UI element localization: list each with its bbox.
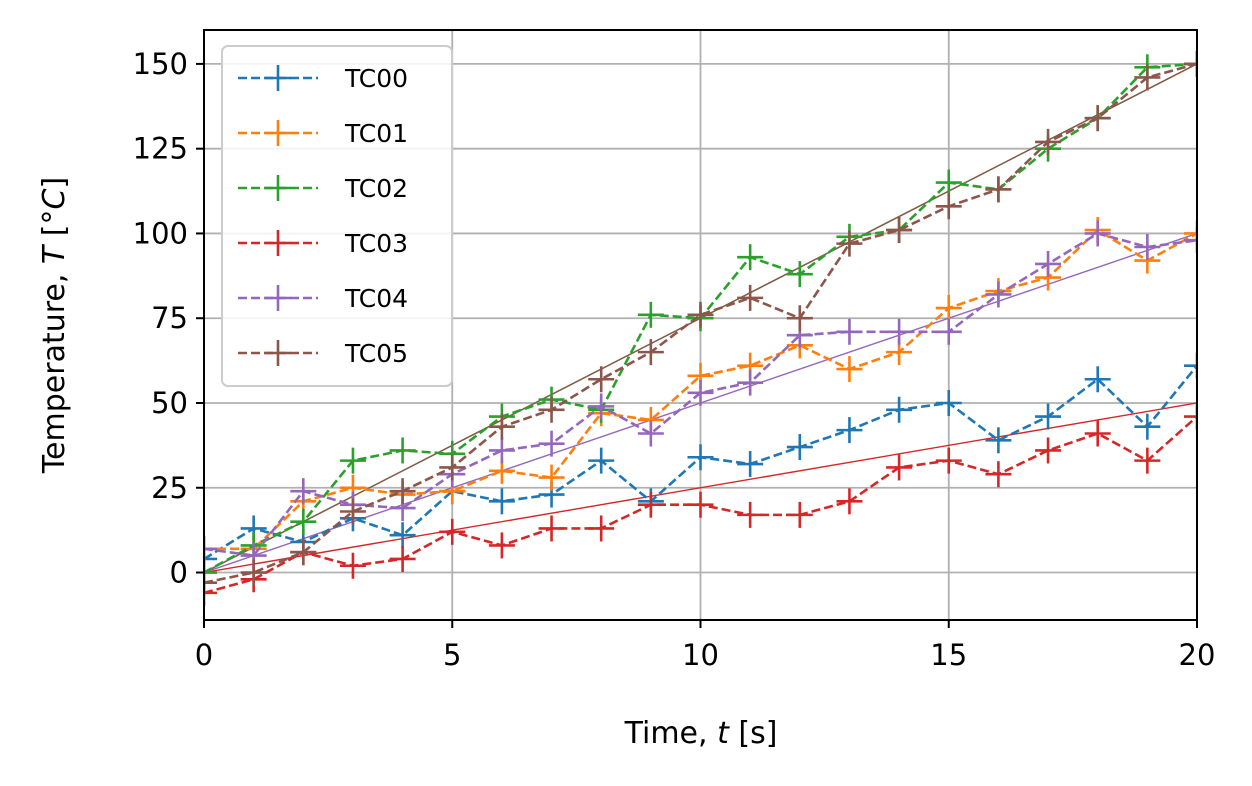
legend-item: TC00 [238, 64, 408, 93]
series-tc00 [204, 352, 1197, 572]
y-axis-ticks: 0 25 50 75 100 125 150 [133, 47, 204, 590]
x-tick-label: 10 [682, 638, 719, 672]
x-axis-label: Time, t [s] [624, 716, 778, 751]
y-tick-label: 100 [133, 216, 188, 250]
y-axis-label: Temperature, T [°C] [37, 177, 72, 474]
data-series [204, 50, 1197, 606]
fit-line [203, 402, 1198, 574]
legend-label: TC01 [344, 119, 408, 148]
legend-label: TC05 [344, 339, 408, 368]
legend-item: TC04 [238, 284, 408, 313]
y-tick-label: 75 [151, 301, 188, 335]
legend-item: TC02 [238, 174, 408, 203]
y-tick-label: 50 [151, 386, 188, 420]
series-tc05 [204, 50, 1197, 596]
legend-label: TC04 [344, 284, 408, 313]
legend: TC00 TC01 TC02 TC03 TC04 TC05 [221, 45, 453, 387]
x-tick-label: 5 [443, 638, 461, 672]
x-axis-ticks: 0 5 10 15 20 [195, 620, 1216, 672]
legend-item: TC01 [238, 119, 408, 148]
x-tick-label: 15 [930, 638, 967, 672]
legend-label: TC02 [344, 174, 408, 203]
legend-item: TC03 [238, 229, 408, 258]
series-line [204, 62, 1197, 584]
legend-box [221, 45, 453, 387]
x-tick-label: 20 [1179, 638, 1216, 672]
y-tick-label: 125 [133, 132, 188, 166]
legend-label: TC03 [344, 229, 408, 258]
x-tick-label: 0 [195, 638, 213, 672]
legend-item: TC05 [238, 339, 408, 368]
y-tick-label: 0 [170, 556, 188, 590]
y-tick-label: 25 [151, 471, 188, 505]
y-tick-label: 150 [133, 47, 188, 81]
series-line [204, 228, 1197, 551]
legend-label: TC00 [344, 64, 408, 93]
